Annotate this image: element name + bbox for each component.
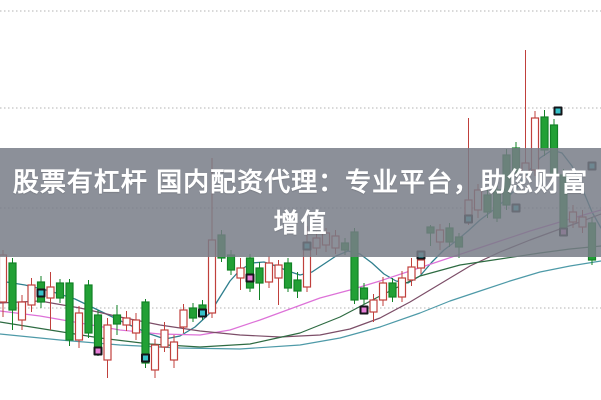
candle-body (540, 116, 549, 151)
candle-body (226, 254, 236, 271)
candle-body (283, 262, 293, 289)
candle-body (416, 259, 426, 269)
candle-body (359, 287, 369, 300)
signal-marker-glyph (247, 275, 253, 281)
candle-body (0, 254, 8, 303)
candle-body (388, 282, 397, 298)
candle-body (103, 324, 112, 361)
candle-body (122, 317, 131, 326)
candle-body (46, 286, 55, 299)
signal-marker-glyph (361, 307, 367, 313)
candle-body (65, 282, 74, 341)
signal-marker-glyph (143, 355, 148, 361)
candle-body (188, 307, 198, 319)
candle-body (179, 309, 188, 328)
candle-body (169, 341, 179, 361)
candle-body (74, 312, 84, 341)
candle-body (84, 284, 93, 334)
candle-body (255, 267, 264, 284)
candle-body (407, 266, 416, 281)
candle-body (378, 282, 388, 301)
candle-body (293, 279, 302, 292)
candle-body (112, 314, 122, 325)
candle-body (160, 329, 169, 348)
candle-body (150, 344, 160, 371)
candle-body (141, 301, 150, 364)
candle-body (236, 267, 245, 279)
candle-body (369, 299, 378, 313)
signal-marker-glyph (38, 290, 44, 296)
candle-body (397, 277, 407, 298)
candle-body (245, 257, 255, 289)
ma-light-teal (0, 260, 601, 350)
candle-body (55, 282, 65, 299)
headline-line-2: 增值 (273, 207, 328, 238)
signal-marker-glyph (95, 348, 101, 354)
signal-marker-glyph (200, 310, 205, 316)
candle-body (264, 262, 274, 283)
candle-body (274, 264, 283, 279)
headline-line-1: 股票有杠杆 国内配资代理：专业平台，助您财富 (12, 166, 589, 197)
candle-body (131, 319, 141, 334)
candle-body (17, 301, 27, 321)
candle-body (93, 314, 103, 349)
signal-marker-glyph (555, 108, 561, 114)
candle-body (27, 284, 36, 306)
candle-body (8, 262, 17, 311)
headline-overlay: 股票有杠杆 国内配资代理：专业平台，助您财富 增值 (0, 148, 601, 257)
